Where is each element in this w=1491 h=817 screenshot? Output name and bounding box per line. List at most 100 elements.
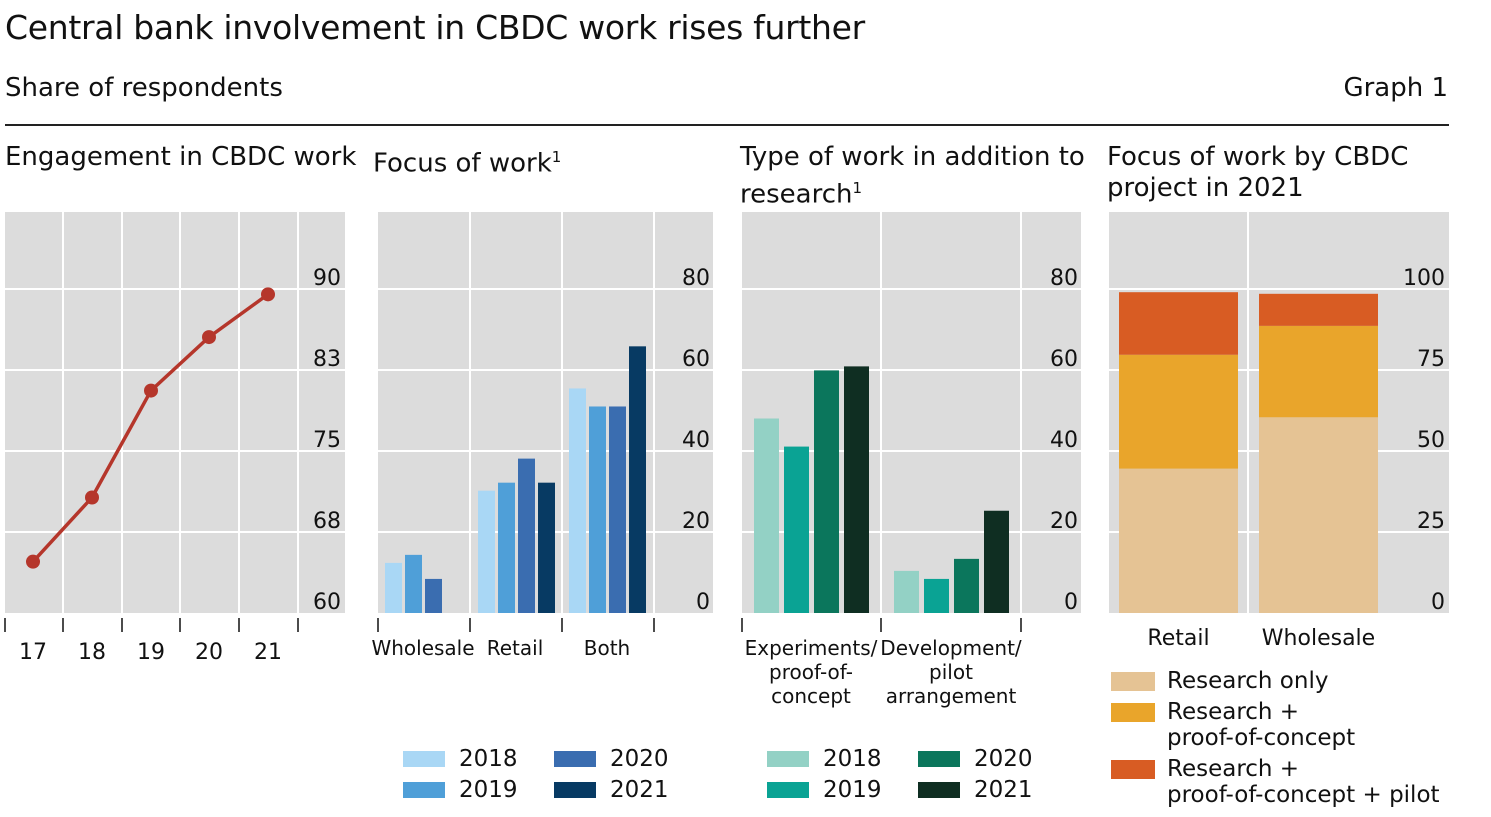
chart-subtitle: Share of respondents	[5, 73, 283, 103]
p2-bar-2018	[569, 388, 586, 613]
p2-bar-2021	[538, 482, 555, 613]
p1-y-tick-label: 75	[313, 428, 341, 453]
header-rule	[5, 124, 1449, 126]
legend-label: 2019	[823, 777, 882, 803]
p1-data-point	[144, 383, 158, 398]
legend-blue-2021: 2021	[554, 777, 669, 803]
p2-y-tick-label: 40	[682, 428, 710, 453]
p3-bar-2021	[984, 510, 1009, 613]
p3-y-tick-label: 0	[1064, 590, 1078, 615]
legend-swatch	[918, 751, 960, 767]
p1-x-tick-label: 21	[254, 640, 282, 665]
legend-label: 2018	[459, 746, 518, 772]
p3-x-category-label: concept	[771, 684, 851, 708]
legend-stack-swatch-research-only	[1111, 672, 1155, 691]
p2-y-tick-label: 80	[682, 266, 710, 291]
p4-y-tick-label: 50	[1417, 428, 1445, 453]
panel-3-title-line1: Type of work in addition to	[740, 142, 1085, 172]
legend-blue-2018: 2018	[403, 746, 518, 772]
p3-bar-2019	[784, 446, 809, 613]
p2-bar-2020	[425, 578, 442, 613]
p2-x-category-label: Retail	[487, 636, 544, 660]
p2-bar-2020	[518, 458, 535, 613]
p4-bar-segment-Wholesale	[1259, 293, 1378, 326]
legend-green-2020: 2020	[918, 746, 1033, 772]
p3-bar-2020	[814, 370, 839, 613]
p3-bar-2021	[844, 366, 869, 613]
panel-2-footnote: 1	[551, 148, 562, 166]
legend-swatch	[918, 782, 960, 798]
p4-bar-segment-Wholesale	[1259, 417, 1378, 613]
legend-stack-research-poc: Research + proof-of-concept	[1167, 699, 1355, 751]
p1-data-point	[85, 490, 99, 505]
legend-swatch	[767, 751, 809, 767]
p4-x-category-label: Wholesale	[1262, 626, 1375, 651]
legend-blue-2020: 2020	[554, 746, 669, 772]
p3-bar-2018	[754, 418, 779, 613]
p1-y-tick-label: 60	[313, 590, 341, 615]
p3-bar-2018	[894, 570, 919, 613]
panel-4-title: Focus of work by CBDC project in 2021	[1107, 142, 1408, 204]
p1-data-point	[261, 287, 275, 302]
legend-label: 2018	[823, 746, 882, 772]
p3-y-tick-label: 20	[1050, 509, 1078, 534]
p4-bar-segment-Retail	[1119, 354, 1238, 469]
p3-bar-2020	[954, 558, 979, 613]
p1-data-point	[202, 330, 216, 345]
legend-swatch	[554, 751, 596, 767]
legend-label-line2: proof-of-concept	[1167, 725, 1356, 751]
p1-plot-area	[5, 212, 345, 613]
p2-bar-2018	[478, 490, 495, 613]
p2-y-tick-label: 20	[682, 509, 710, 534]
legend-label: 2021	[974, 777, 1033, 803]
legend-label: 2019	[459, 777, 518, 803]
legend-swatch	[403, 782, 445, 798]
panel-4-title-line2: project in 2021	[1107, 173, 1304, 203]
p2-bar-2019	[498, 482, 515, 613]
p3-y-tick-label: 60	[1050, 347, 1078, 372]
panel-2-title-text: Focus of work	[373, 148, 552, 179]
legend-green-2021: 2021	[918, 777, 1033, 803]
chart-title: Central bank involvement in CBDC work ri…	[5, 8, 865, 47]
legend-label: 2021	[610, 777, 669, 803]
p4-bar-segment-Wholesale	[1259, 325, 1378, 418]
p4-bar-segment-Retail	[1119, 468, 1238, 613]
p2-y-tick-label: 0	[696, 590, 710, 615]
legend-blue-2019: 2019	[403, 777, 518, 803]
p3-x-category-label: Experiments/	[745, 636, 878, 660]
p2-y-tick-label: 60	[682, 347, 710, 372]
legend-stack-research-only: Research only	[1167, 668, 1328, 694]
p1-y-tick-label: 68	[313, 509, 341, 534]
p3-x-category-label: proof-of-	[769, 660, 853, 684]
p3-x-category-label: pilot	[929, 660, 973, 684]
panel-3-title-line2: research	[740, 179, 853, 210]
legend-label-line1: Research +	[1167, 756, 1300, 782]
graph-number: Graph 1	[1343, 73, 1448, 103]
p1-y-tick-label: 90	[313, 266, 341, 291]
legend-label-line1: Research +	[1167, 699, 1300, 725]
legend-swatch	[554, 782, 596, 798]
p2-bar-2020	[609, 406, 626, 613]
legend-label: Research only	[1167, 668, 1329, 694]
panel-4-title-line1: Focus of work by CBDC	[1107, 142, 1409, 172]
p3-y-tick-label: 40	[1050, 428, 1078, 453]
legend-swatch	[403, 751, 445, 767]
p2-bar-2019	[405, 554, 422, 613]
legend-swatch	[767, 782, 809, 798]
legend-label: 2020	[974, 746, 1033, 772]
p4-y-tick-label: 100	[1403, 266, 1445, 291]
p2-x-category-label: Wholesale	[371, 636, 474, 660]
legend-green-2018: 2018	[767, 746, 882, 772]
legend-label-line2: proof-of-concept + pilot	[1167, 782, 1440, 808]
p4-y-tick-label: 75	[1417, 347, 1445, 372]
p1-x-tick-label: 20	[195, 640, 223, 665]
p1-x-tick-label: 19	[137, 640, 165, 665]
p4-y-tick-label: 0	[1431, 590, 1445, 615]
legend-stack-swatch-research-poc-pilot	[1111, 760, 1155, 779]
p3-bar-2019	[924, 578, 949, 613]
p2-bar-2021	[629, 346, 646, 613]
p4-bar-segment-Retail	[1119, 292, 1238, 355]
panel-3-footnote: 1	[852, 179, 863, 197]
p1-data-point	[26, 554, 40, 569]
